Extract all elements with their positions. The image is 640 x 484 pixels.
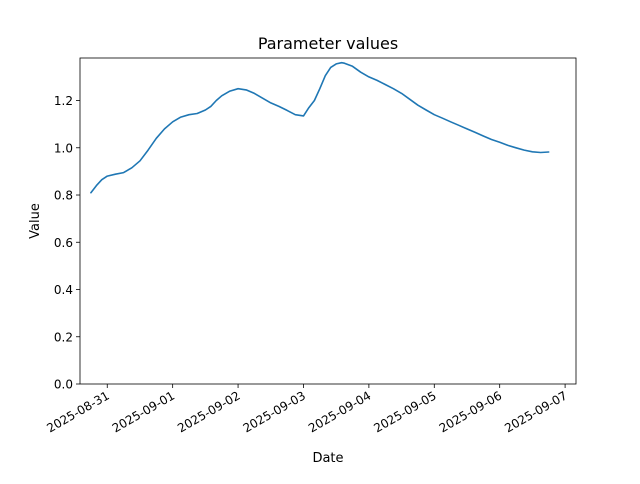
y-tick-label: 0.0 xyxy=(54,378,73,392)
y-tick-label: 0.2 xyxy=(54,330,73,344)
y-tick-label: 0.4 xyxy=(54,283,73,297)
y-axis-label: Value xyxy=(28,203,43,239)
x-axis-label: Date xyxy=(312,451,343,466)
chart-title: Parameter values xyxy=(258,34,398,53)
series-layer xyxy=(90,61,550,194)
y-tick-label: 0.8 xyxy=(54,189,73,203)
y-axis: 0.0 0.2 0.4 0.6 0.8 1.0 1.2 xyxy=(54,94,80,392)
y-tick-label: 1.0 xyxy=(54,141,73,155)
y-tick-label: 1.2 xyxy=(54,94,73,108)
plot-area-frame xyxy=(79,57,577,385)
y-tick-label: 0.6 xyxy=(54,236,73,250)
series-line-0 xyxy=(90,61,550,194)
